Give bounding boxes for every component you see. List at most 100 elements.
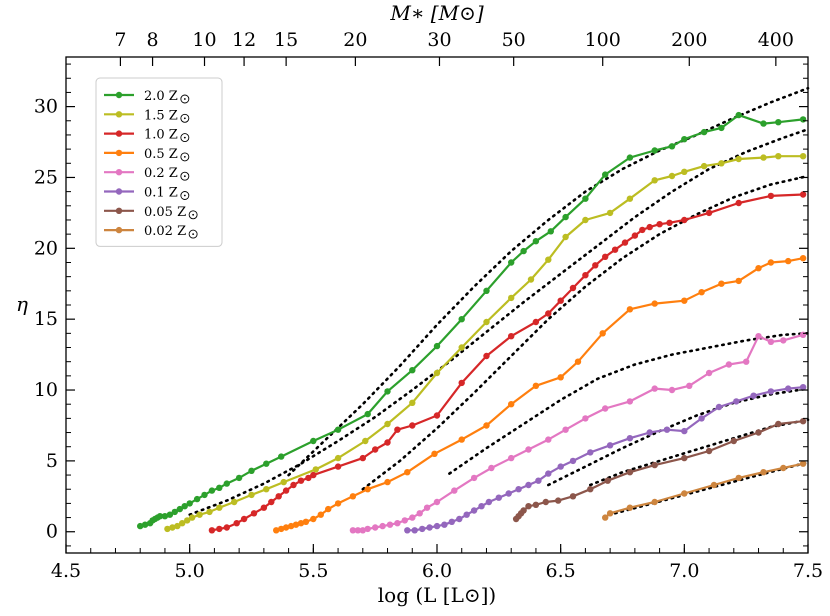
data-point <box>681 168 688 175</box>
data-point <box>700 162 708 170</box>
y-tick-label: 5 <box>46 450 58 472</box>
data-point <box>456 515 463 523</box>
data-point <box>364 525 371 533</box>
data-point <box>240 515 248 523</box>
data-point <box>621 239 629 246</box>
data-point <box>799 331 807 338</box>
sun-ring <box>180 152 190 162</box>
data-point <box>196 511 203 518</box>
data-point <box>384 439 391 446</box>
data-point <box>646 223 653 231</box>
data-point <box>705 447 713 455</box>
data-point <box>651 461 658 469</box>
sun-ring <box>180 133 190 143</box>
data-point <box>394 520 401 527</box>
data-point <box>755 429 762 436</box>
sun-ring <box>180 191 190 200</box>
data-point <box>562 426 569 433</box>
data-point <box>569 284 577 292</box>
legend-label: 0.5 Z <box>144 147 178 162</box>
data-point <box>297 477 305 484</box>
data-point <box>508 259 515 266</box>
data-point <box>515 486 522 493</box>
sun-symbol <box>188 210 198 220</box>
data-point <box>354 527 362 534</box>
data-point <box>718 280 725 287</box>
data-point <box>602 514 609 521</box>
data-point <box>409 367 416 374</box>
data-point <box>718 124 725 132</box>
data-point <box>686 382 693 389</box>
data-point <box>656 221 663 228</box>
data-point <box>169 524 176 531</box>
data-point <box>282 524 290 531</box>
x-tick-label: 6.0 <box>422 560 452 582</box>
data-point <box>582 415 589 422</box>
data-point <box>206 508 213 516</box>
data-point <box>775 420 782 428</box>
x-axis-label: log (L [L⊙]) <box>378 583 497 607</box>
data-point <box>248 467 255 474</box>
series <box>273 255 807 534</box>
data-point <box>626 435 634 442</box>
data-point <box>359 454 366 462</box>
data-point <box>592 262 599 269</box>
data-point <box>433 412 441 419</box>
data-point <box>317 511 324 518</box>
data-point <box>248 491 255 499</box>
data-point <box>639 226 646 234</box>
data-point <box>280 478 287 486</box>
data-point <box>409 514 416 521</box>
data-point <box>606 510 614 517</box>
fit-curves <box>188 86 810 517</box>
data-point <box>260 504 268 511</box>
data-point <box>223 524 230 531</box>
top-tick-label: 10 <box>192 29 216 51</box>
legend-label: 0.1 Z <box>144 186 178 201</box>
x-tick-label: 6.5 <box>546 560 576 582</box>
data-point <box>799 116 807 123</box>
sun-ring <box>188 229 198 239</box>
y-tick-label: 10 <box>34 379 58 401</box>
y-tick-label: 30 <box>34 96 58 118</box>
data-point <box>604 477 611 484</box>
data-point <box>201 491 208 499</box>
data-point <box>755 333 762 340</box>
data-point <box>268 498 275 506</box>
data-point <box>364 410 371 418</box>
fit-curve <box>448 331 810 475</box>
y-axis-label: η <box>16 292 28 316</box>
series <box>164 153 807 533</box>
data-point <box>278 525 285 533</box>
data-point <box>505 490 512 497</box>
sun-symbol <box>180 152 190 162</box>
sun-dot <box>192 213 195 216</box>
data-point <box>545 256 552 263</box>
data-point <box>775 153 782 160</box>
data-point <box>312 466 319 473</box>
sun-dot <box>183 194 186 197</box>
axes: 4.5 5.0 5.5 6.0 6.5 7.0 7.5 0 5 10 15 20 25 30 7 8 10 12 1… <box>34 29 823 582</box>
y-tick-label: 0 <box>46 521 58 543</box>
data-point <box>334 454 342 462</box>
data-point <box>458 344 465 351</box>
data-point <box>188 514 196 521</box>
data-point <box>743 358 750 365</box>
data-point <box>545 310 552 317</box>
data-point <box>208 527 216 534</box>
data-point <box>364 486 371 493</box>
data-point <box>290 481 297 489</box>
data-point <box>458 379 465 387</box>
data-point <box>263 486 270 493</box>
data-point <box>483 352 490 360</box>
fit-curve <box>287 86 810 477</box>
data-point <box>156 513 164 520</box>
legend-marker <box>115 188 123 195</box>
data-point <box>799 418 807 425</box>
data-point <box>602 253 609 260</box>
fit-curve <box>613 460 810 515</box>
data-point <box>292 521 300 528</box>
data-point <box>599 330 606 337</box>
data-point <box>668 172 676 180</box>
data-point <box>626 154 634 161</box>
